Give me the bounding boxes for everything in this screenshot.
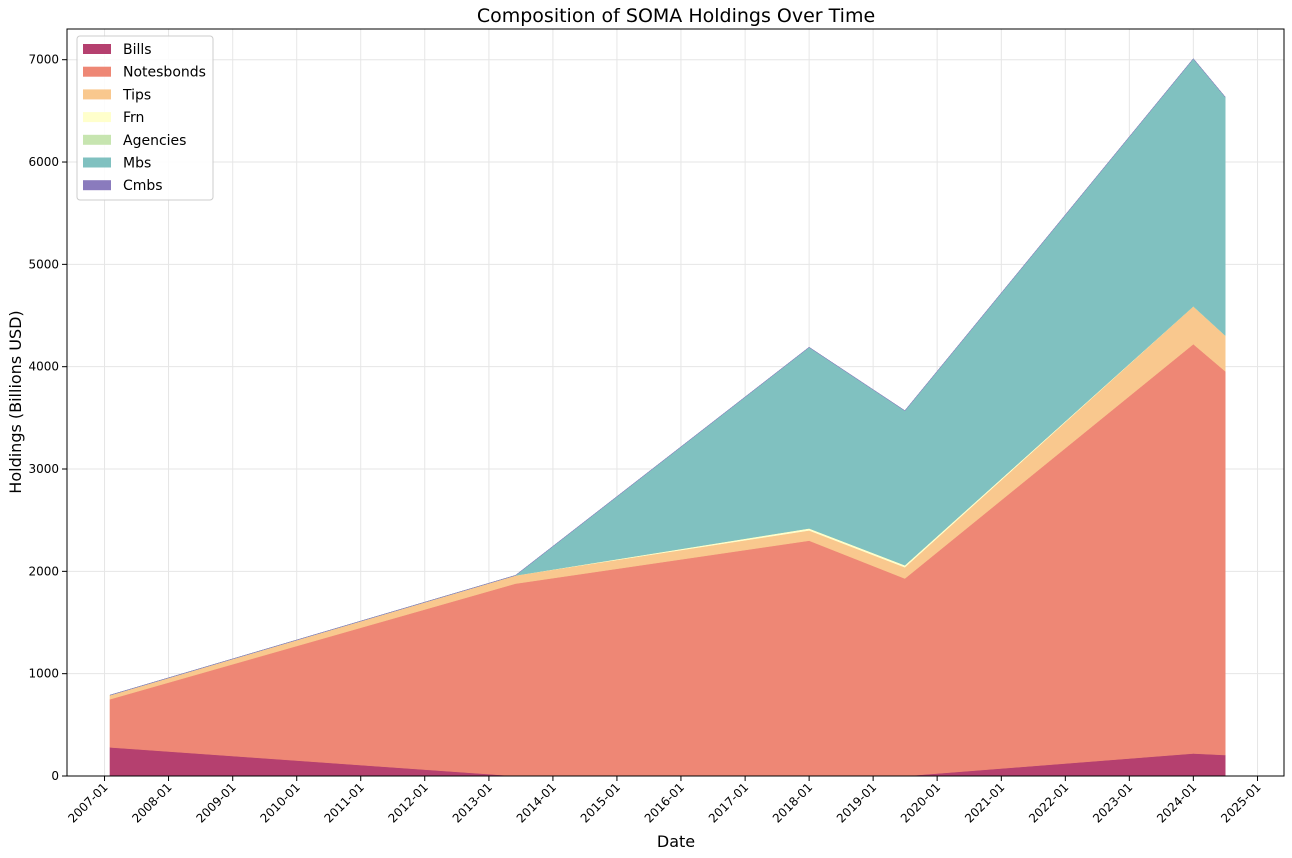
legend-label-frn: Frn xyxy=(123,110,144,126)
legend-label-mbs: Mbs xyxy=(123,156,151,172)
area-series-group xyxy=(109,58,1226,777)
legend: Bills Notesbonds Tips Frn Agencies Mbs Cmbs xyxy=(76,35,214,201)
legend-swatch-bills xyxy=(83,44,111,54)
x-axis-label: Date xyxy=(657,832,695,851)
x-tick-label: 2011-01 xyxy=(321,780,366,825)
chart-title: Composition of SOMA Holdings Over Time xyxy=(477,5,875,27)
x-tick-label: 2010-01 xyxy=(257,780,302,825)
x-tick-label: 2020-01 xyxy=(898,780,943,825)
x-tick-label: 2009-01 xyxy=(193,780,238,825)
y-tick-label: 6000 xyxy=(28,155,59,169)
y-tick-label: 5000 xyxy=(28,257,59,271)
x-tick-label: 2025-01 xyxy=(1218,780,1263,825)
x-tick-label: 2019-01 xyxy=(834,780,879,825)
x-tick-label: 2023-01 xyxy=(1090,780,1135,825)
x-tick-label: 2014-01 xyxy=(514,780,559,825)
legend-swatch-notesbonds xyxy=(83,66,111,77)
y-axis-label: Holdings (Billions USD) xyxy=(6,310,25,493)
legend-label-cmbs: Cmbs xyxy=(123,178,163,194)
legend-swatch-frn xyxy=(83,112,111,123)
y-axis: 0 1000 2000 3000 4000 5000 6000 7000 xyxy=(28,53,67,783)
y-tick-label: 4000 xyxy=(28,360,59,374)
y-tick-label: 7000 xyxy=(28,53,59,67)
legend-swatch-mbs xyxy=(83,157,111,168)
x-tick-label: 2022-01 xyxy=(1026,780,1071,825)
legend-swatch-tips xyxy=(83,89,111,100)
x-tick-label: 2012-01 xyxy=(386,780,431,825)
x-axis: 2007-01 2008-01 2009-01 2010-01 2011-01 2012-… xyxy=(65,776,1264,826)
y-tick-label: 0 xyxy=(51,769,59,783)
plot-frame xyxy=(66,28,1285,777)
x-tick-label: 2021-01 xyxy=(962,780,1007,825)
area-cmbs xyxy=(109,58,1226,696)
x-tick-label: 2013-01 xyxy=(450,780,495,825)
legend-label-agencies: Agencies xyxy=(123,133,186,149)
x-tick-label: 2018-01 xyxy=(770,780,815,825)
y-tick-label: 3000 xyxy=(28,462,59,476)
x-tick-label: 2024-01 xyxy=(1154,780,1199,825)
x-tick-label: 2008-01 xyxy=(129,780,174,825)
y-tick-label: 2000 xyxy=(28,564,59,578)
legend-label-tips: Tips xyxy=(122,87,151,103)
legend-label-notesbonds: Notesbonds xyxy=(123,65,206,81)
x-tick-label: 2016-01 xyxy=(642,780,687,825)
x-tick-label: 2007-01 xyxy=(65,780,110,825)
x-tick-label: 2017-01 xyxy=(706,780,751,825)
y-tick-label: 1000 xyxy=(28,667,59,681)
legend-swatch-agencies xyxy=(83,134,111,145)
legend-label-bills: Bills xyxy=(123,42,152,58)
legend-swatch-cmbs xyxy=(83,180,111,191)
x-tick-label: 2015-01 xyxy=(578,780,623,825)
